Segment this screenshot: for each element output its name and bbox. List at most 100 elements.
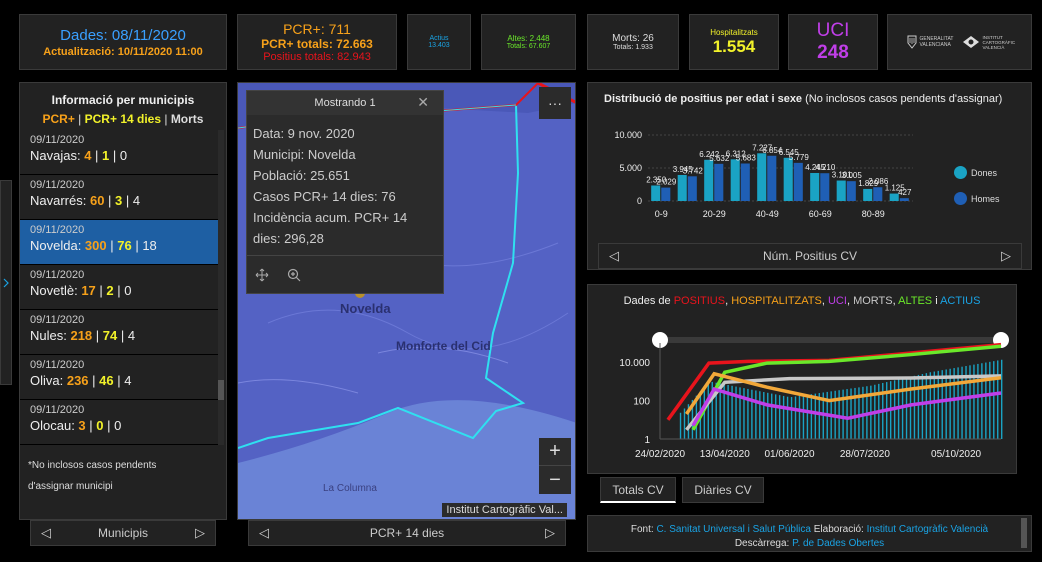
actius-bar — [961, 366, 963, 439]
tab-diaries-cv[interactable]: Diàries CV — [682, 477, 764, 503]
actius-bar — [929, 372, 932, 439]
actius-bar — [1001, 359, 1003, 439]
list-scrollbar-thumb[interactable] — [218, 380, 224, 400]
source-desc-link[interactable]: P. de Dades Obertes — [792, 538, 885, 549]
x-tick-label: 0-9 — [655, 209, 668, 219]
bar — [704, 159, 714, 201]
list-item[interactable]: 09/11/2020 Navajas: 4 | 1 | 0 — [20, 130, 218, 175]
list-item-name: Novelda: — [30, 238, 85, 253]
bar — [899, 198, 909, 201]
x-tick-label: 80-89 — [862, 209, 885, 219]
actius-bar — [949, 368, 951, 439]
list-item-pcr: 17 — [81, 283, 96, 298]
legend-morts: Morts — [170, 112, 204, 126]
list-item[interactable]: 09/11/2020 Novetlè: 17 | 2 | 0 — [20, 265, 218, 310]
prev-arrow-icon[interactable]: ◁ — [259, 525, 269, 540]
actius-bar — [759, 391, 761, 439]
municipis-list: 09/11/2020 Navajas: 4 | 1 | 0 09/11/2020… — [20, 130, 218, 490]
uci-card: UCI 248 — [788, 14, 878, 70]
prev-arrow-icon[interactable]: ◁ — [41, 525, 51, 540]
source-scrollbar[interactable] — [1021, 518, 1027, 548]
pcr-card: PCR+: 711 PCR+ totals: 72.663 Positius t… — [237, 14, 397, 70]
next-arrow-icon[interactable]: ▷ — [1001, 248, 1011, 263]
actius-bar — [846, 389, 848, 439]
popup-body: Data: 9 nov. 2020 Municipi: Novelda Pobl… — [247, 115, 443, 257]
positius-totals: Positius totals: 82.943 — [263, 51, 371, 63]
actius-label: Actius — [429, 35, 449, 42]
actius-bar — [858, 387, 860, 439]
bar-data-label: 2.086 — [868, 177, 889, 186]
map-more-button[interactable]: ··· — [539, 87, 571, 119]
close-icon[interactable]: ✕ — [417, 94, 429, 110]
list-item[interactable]: 09/11/2020 Navarrés: 60 | 3 | 4 — [20, 175, 218, 220]
legend-homes-swatch — [954, 192, 967, 205]
list-item[interactable]: 09/11/2020 Oliva: 236 | 46 | 4 — [20, 355, 218, 400]
y-tick-label: 100 — [633, 397, 650, 408]
list-item[interactable]: 09/11/2020 Olocau: 3 | 0 | 0 — [20, 400, 218, 445]
list-item-pcr14: 74 — [102, 328, 118, 343]
bar — [783, 157, 793, 201]
source-panel: Font: C. Sanitat Universal i Salut Públi… — [587, 515, 1032, 552]
time-title-prefix: Dades de — [623, 295, 674, 307]
actius-bar — [735, 386, 737, 439]
bar — [730, 159, 740, 201]
x-tick-label: 01/06/2020 — [764, 449, 814, 460]
list-item-name: Oliva: — [30, 373, 67, 388]
time-chart-title: Dades de POSITIUS, HOSPITALITZATS, UCI, … — [623, 295, 981, 307]
x-tick-label: 40-49 — [756, 209, 779, 219]
legend-pcr: PCR+ — [42, 112, 75, 126]
actius-bar — [953, 368, 955, 439]
bar — [757, 153, 767, 201]
bar-data-label: 4.210 — [815, 163, 836, 172]
list-item-morts: 0 — [119, 148, 128, 163]
list-item-pcr: 218 — [70, 328, 93, 343]
zoom-to-icon[interactable] — [287, 268, 301, 282]
source-font-link[interactable]: C. Sanitat Universal i Salut Pública — [656, 524, 811, 535]
list-item-date: 09/11/2020 — [30, 224, 85, 236]
time-title-positius: POSITIUS — [673, 295, 726, 307]
uci-label: UCI — [816, 20, 850, 41]
logos-card: GENERALITAT VALENCIANA INSTITUT CARTOGRÀ… — [887, 14, 1032, 70]
actius-bar — [854, 387, 856, 439]
pan-icon[interactable] — [255, 268, 269, 282]
hosp-label: Hospitalitzats — [710, 27, 758, 37]
bar-data-label: 427 — [898, 188, 912, 197]
next-arrow-icon[interactable]: ▷ — [545, 525, 555, 540]
x-tick-label: 05/10/2020 — [931, 449, 981, 460]
actius-bar — [739, 387, 741, 439]
side-panel-toggle[interactable] — [0, 180, 12, 385]
prev-arrow-icon[interactable]: ◁ — [609, 248, 619, 263]
actius-bar — [683, 408, 686, 439]
list-item-selected[interactable]: 09/11/2020 Novelda: 300 | 76 | 18 — [20, 220, 218, 265]
age-bar-chart: 10.0005.00002.3502.0293.9453.7426.2425.6… — [614, 130, 913, 219]
source-elab-link[interactable]: Institut Cartogràfic Valencià — [866, 524, 989, 535]
altes-card: Altes: 2.448 Totals: 67.607 — [481, 14, 576, 70]
actius-bar — [925, 373, 928, 439]
actius-bar — [723, 384, 725, 439]
dades-date: Dades: 08/11/2020 — [60, 26, 186, 44]
tab-totals-cv[interactable]: Totals CV — [600, 477, 676, 503]
zoom-in-button[interactable]: + — [539, 438, 571, 466]
actius-bar — [917, 374, 920, 439]
bar — [661, 187, 671, 201]
next-arrow-icon[interactable]: ▷ — [194, 525, 205, 540]
actius-bar — [771, 393, 773, 439]
bar-data-label: 6.545 — [779, 148, 800, 157]
actius-bar — [802, 395, 805, 439]
list-item-pcr14: 76 — [117, 238, 132, 253]
actius-value: 13.403 — [428, 42, 450, 49]
generalitat-logo: GENERALITAT VALENCIANA — [907, 35, 954, 49]
list-item[interactable]: 09/11/2020 Nules: 218 | 74 | 4 — [20, 310, 218, 355]
altes-totals: Totals: 67.607 — [506, 43, 551, 50]
list-item-pcr14: 1 — [102, 148, 110, 163]
zoom-out-button[interactable]: − — [539, 466, 571, 494]
bar — [687, 176, 697, 201]
actius-bar — [794, 396, 797, 439]
actius-bar — [751, 389, 753, 439]
bar-data-label: 3.101 — [832, 171, 853, 180]
map-attribution[interactable]: Institut Cartogràfic Val... — [442, 503, 567, 517]
actius-bar — [997, 360, 999, 439]
list-scrollbar[interactable] — [218, 130, 224, 445]
popup-line: Incidència acum. PCR+ 14 dies: 296,28 — [253, 210, 408, 246]
source-desc-label: Descàrrega: — [734, 538, 793, 549]
